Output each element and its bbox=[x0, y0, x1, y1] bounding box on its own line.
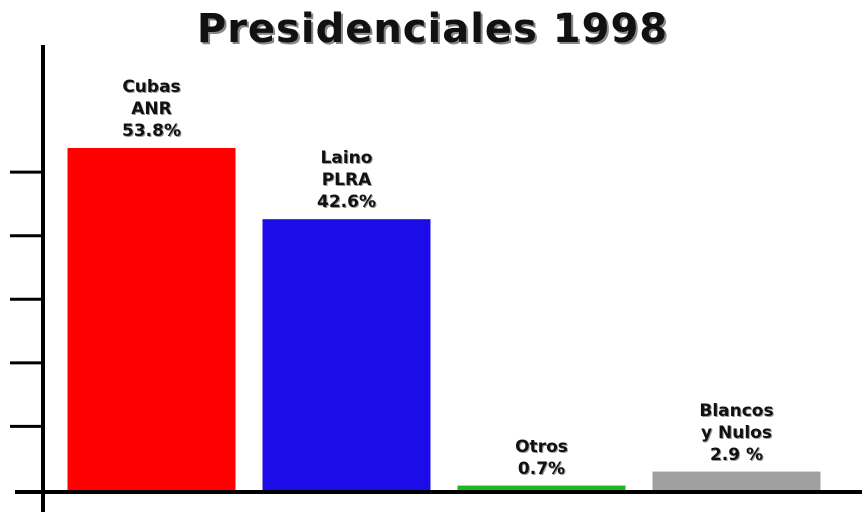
category-label: Otros bbox=[515, 436, 568, 457]
value-label: 2.9 % bbox=[709, 444, 764, 465]
bar bbox=[262, 219, 431, 490]
bar bbox=[457, 485, 626, 490]
value-label: 42.6% bbox=[317, 192, 376, 213]
value-label: 0.7% bbox=[517, 458, 566, 479]
bar bbox=[652, 471, 821, 490]
value-label: 53.8% bbox=[122, 120, 181, 141]
category-label: Blancos y Nulos bbox=[699, 400, 774, 443]
category-label: Cubas ANR bbox=[122, 76, 181, 119]
bar bbox=[67, 147, 236, 490]
chart-title: Presidenciales 1998 bbox=[196, 6, 669, 52]
category-label: Laino PLRA bbox=[320, 148, 373, 191]
